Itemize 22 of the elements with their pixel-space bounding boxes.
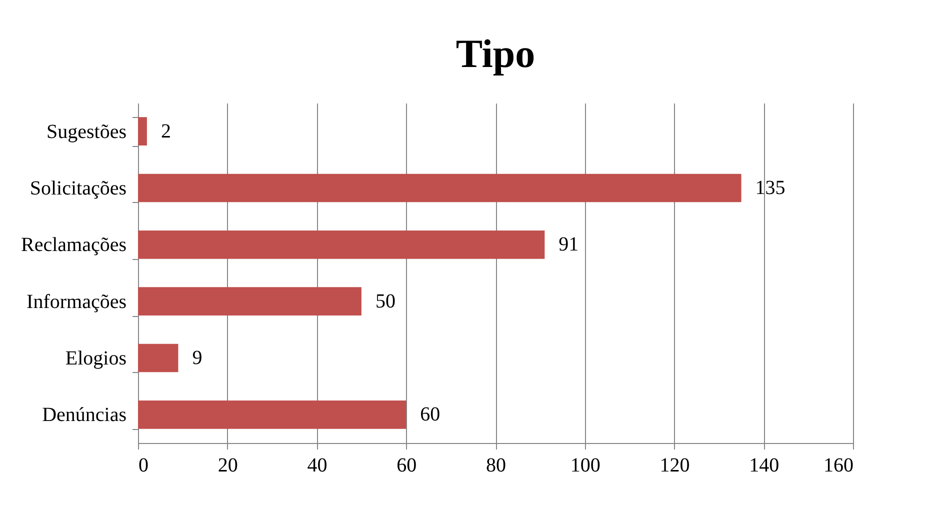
y-tick-label: Informações (26, 290, 127, 313)
y-tick-label: Elogios (65, 348, 127, 370)
x-tick-label: 120 (660, 454, 690, 476)
x-tick-label: 100 (570, 454, 600, 476)
y-tick-label: Sugestões (46, 120, 127, 143)
data-label: 9 (192, 347, 202, 369)
chart-title: Tipo (456, 31, 536, 76)
data-label: 91 (558, 234, 579, 256)
y-tick-label: Solicitações (30, 178, 127, 200)
y-tick-label: Denúncias (42, 404, 127, 426)
data-label: 60 (420, 404, 440, 426)
x-tick-label: 0 (138, 454, 148, 476)
x-tick-label: 60 (396, 454, 417, 476)
data-label: 50 (375, 290, 396, 312)
data-label: 135 (755, 177, 786, 199)
y-tick-label: Reclamações (21, 234, 127, 256)
data-label: 2 (160, 120, 171, 142)
x-tick-label: 40 (307, 454, 328, 476)
x-tick-label: 20 (218, 454, 238, 476)
x-tick-label: 140 (749, 454, 780, 476)
x-tick-label: 160 (824, 454, 854, 476)
x-tick-label: 80 (486, 454, 506, 476)
